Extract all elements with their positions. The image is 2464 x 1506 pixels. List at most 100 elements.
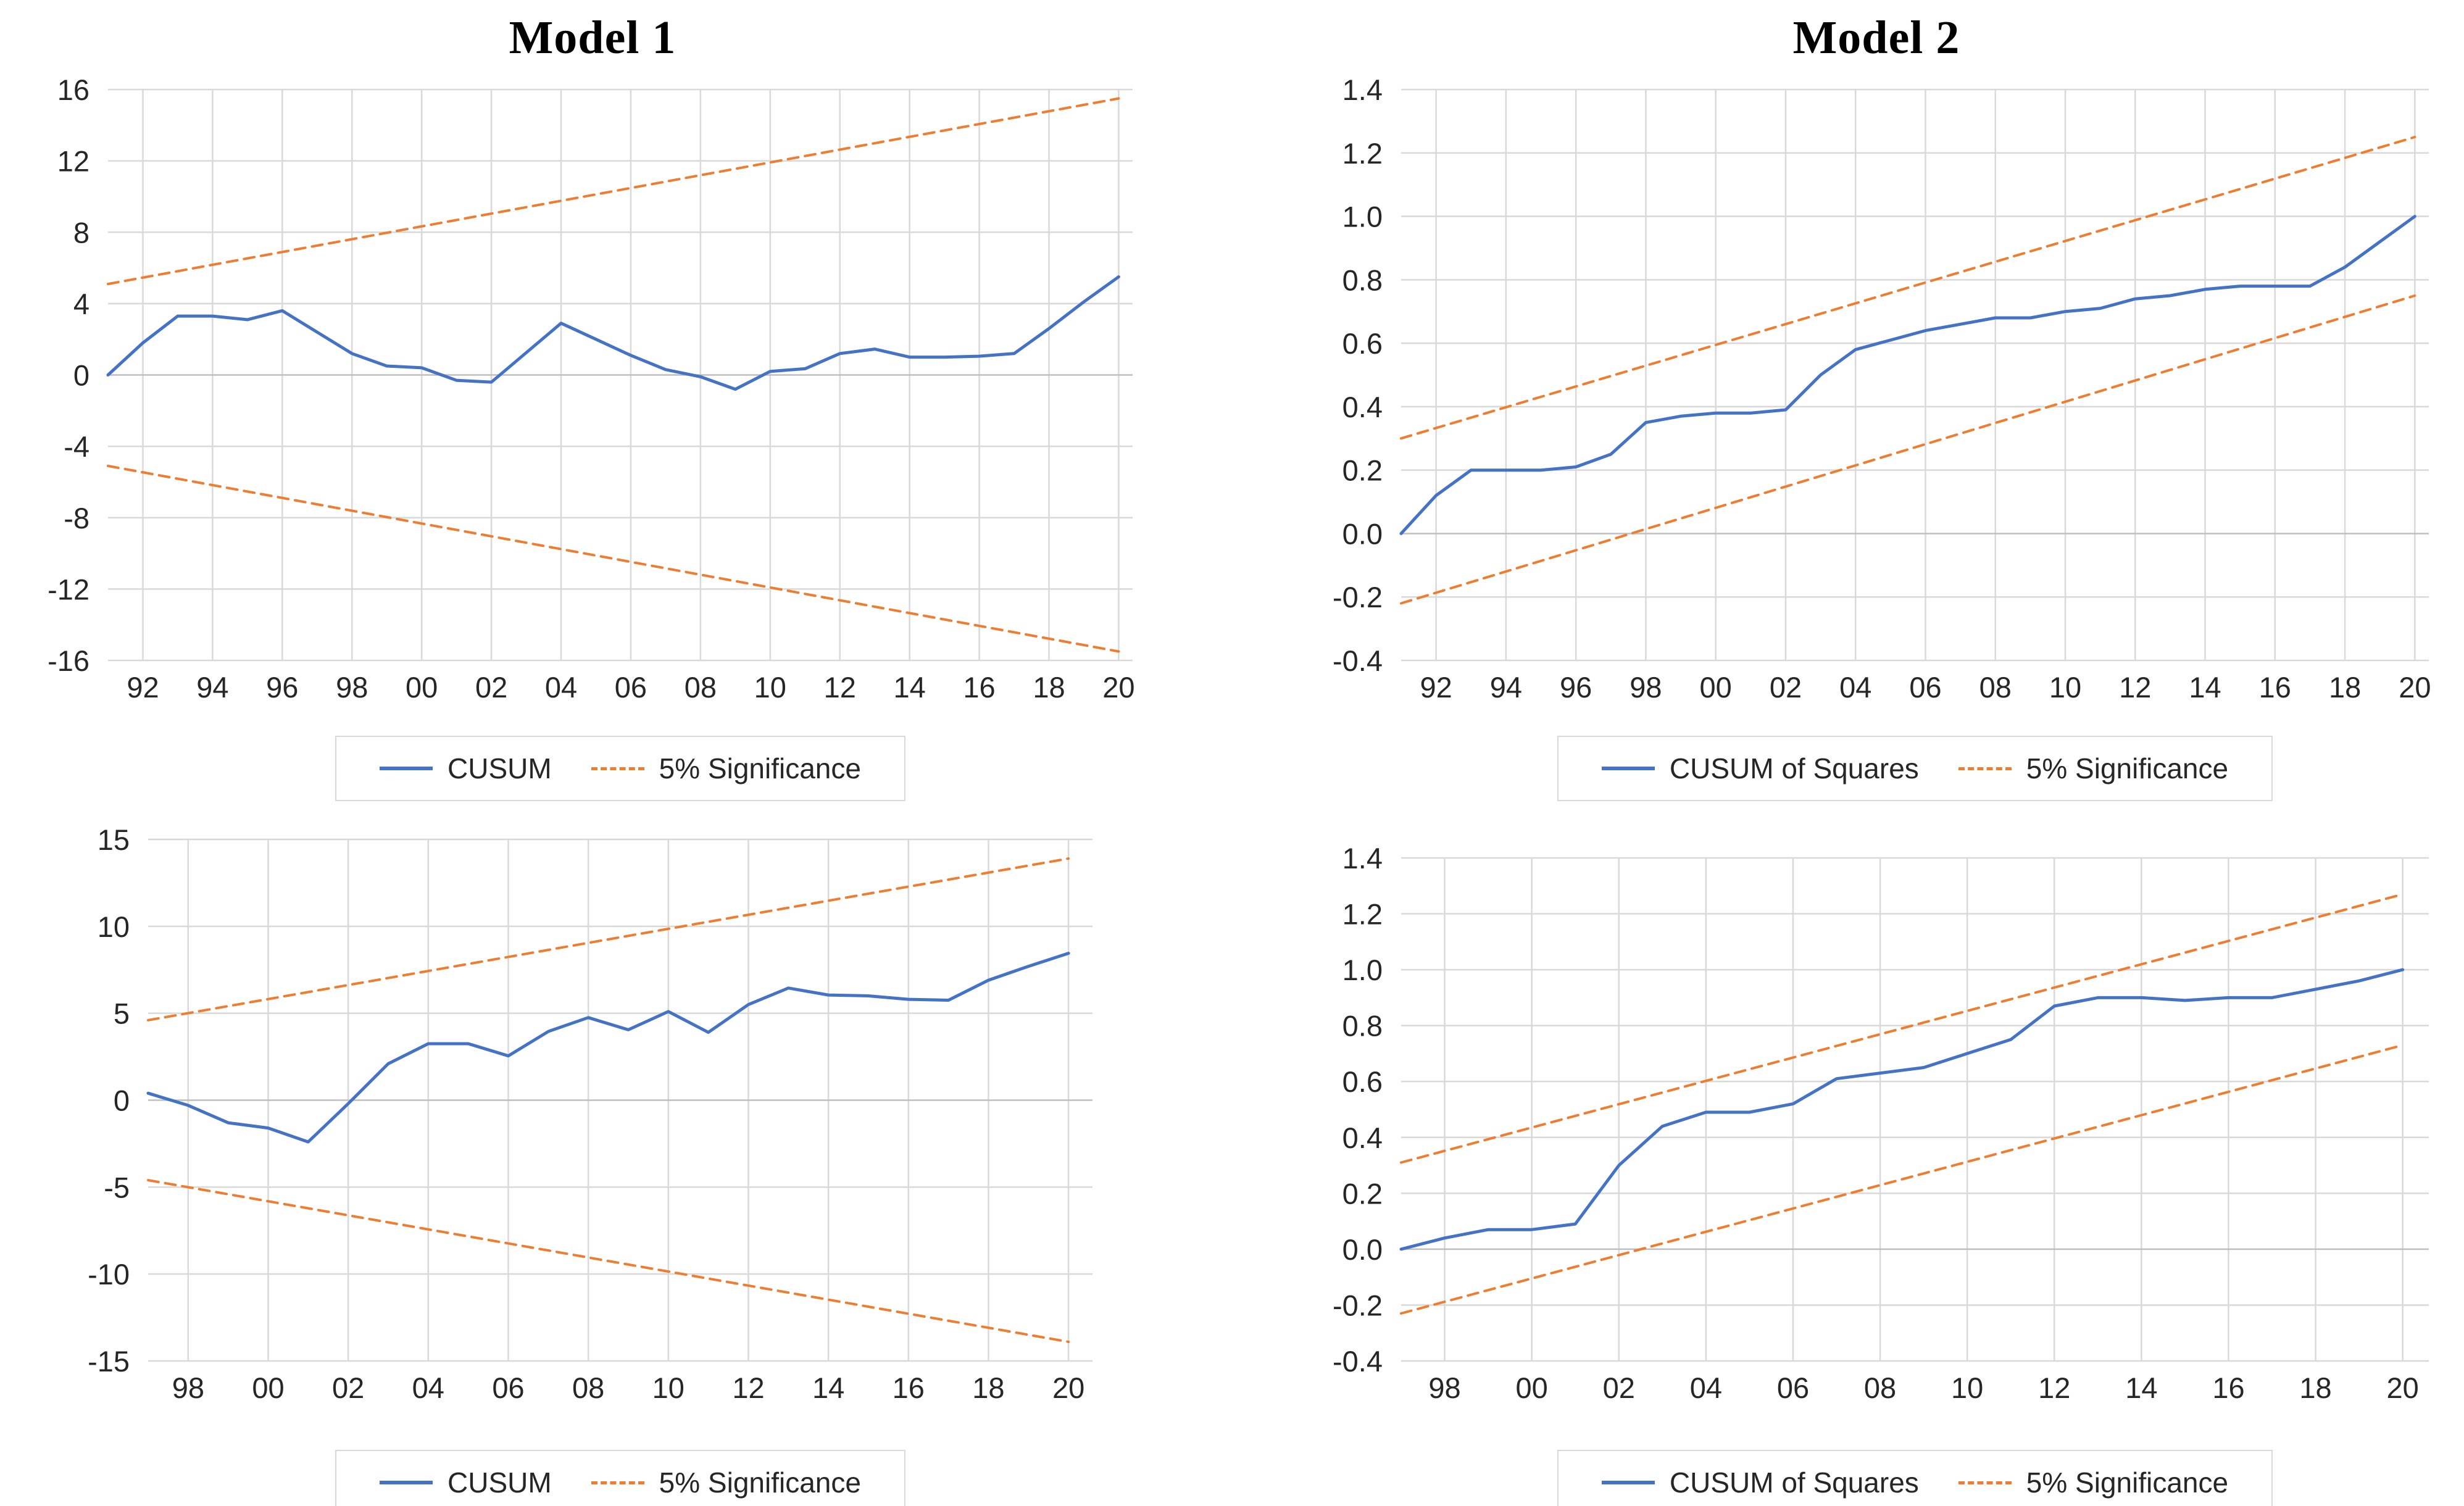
- y-tick-label: 1.0: [1342, 954, 1383, 986]
- x-tick-label: 98: [336, 671, 368, 704]
- y-tick-label: 0.2: [1342, 1177, 1383, 1210]
- cusum-of-squares-line: [1399, 215, 2416, 535]
- x-tick-label: 08: [1979, 671, 2012, 704]
- x-tick-label: 10: [2049, 671, 2081, 704]
- legend-item: CUSUM: [380, 752, 552, 785]
- y-tick-label: -10: [88, 1258, 130, 1291]
- y-gridlines: [1401, 857, 2429, 1362]
- y-tick-label: 15: [98, 823, 130, 856]
- y-tick-label: 1.0: [1342, 201, 1383, 233]
- legend-label: CUSUM: [447, 752, 552, 784]
- legend: CUSUM of Squares 5% Significance: [1557, 1450, 2273, 1506]
- legend-label: 5% Significance: [2026, 752, 2229, 784]
- x-tick-label: 96: [1560, 671, 1592, 704]
- y-tick-label: -0.2: [1333, 581, 1383, 614]
- y-tick-label: 10: [98, 910, 130, 943]
- legend-item: CUSUM of Squares: [1601, 752, 1919, 785]
- y-tick-label: -12: [48, 573, 89, 605]
- x-tick-label: 14: [812, 1371, 844, 1404]
- x-tick-label: 12: [824, 671, 856, 704]
- y-tick-label: 0.0: [1342, 1233, 1383, 1266]
- x-tick-label: 12: [2038, 1371, 2070, 1404]
- legend-label: 5% Significance: [659, 1466, 861, 1499]
- x-tick-label: 06: [615, 671, 647, 704]
- legend-line-sample-solid: [380, 767, 433, 770]
- x-tick-label: 02: [1770, 671, 1802, 704]
- y-gridlines: [148, 838, 1093, 1362]
- y-gridlines: [108, 88, 1133, 662]
- y-tick-label: -5: [104, 1171, 130, 1204]
- significance-lower-line: [147, 1179, 1070, 1343]
- x-tick-label: 92: [1420, 671, 1452, 704]
- chart-model1-cusum-second: 15 10 5 0 -5 -10 -15 98 00 02 04 06 08 10 12 14 16 18 20 C…: [49, 802, 1111, 1506]
- legend: CUSUM 5% Significance: [335, 736, 905, 801]
- x-tick-label: 20: [1102, 671, 1134, 704]
- x-tick-label: 16: [963, 671, 995, 704]
- legend-item: 5% Significance: [591, 1466, 861, 1499]
- x-tick-label: 02: [332, 1371, 364, 1404]
- x-tick-label: 18: [1033, 671, 1065, 704]
- y-tick-label: -15: [88, 1345, 130, 1378]
- y-tick-label: -0.4: [1333, 644, 1383, 677]
- x-tick-label: 98: [1629, 671, 1662, 704]
- x-tick-label: 12: [2119, 671, 2151, 704]
- x-tick-label: 02: [475, 671, 507, 704]
- y-tick-label: 0.0: [1342, 517, 1383, 550]
- legend-item: CUSUM of Squares: [1601, 1466, 1919, 1499]
- y-tick-label: 16: [57, 73, 89, 106]
- model2-cusum-of-squares-legend-row: CUSUM of Squares 5% Significance: [1309, 736, 2444, 801]
- x-tick-label: 06: [1777, 1371, 1809, 1404]
- x-tick-label: 10: [1951, 1371, 1983, 1404]
- x-tick-label: 14: [893, 671, 925, 704]
- legend-label: CUSUM of Squares: [1669, 1466, 1919, 1499]
- x-tick-label: 00: [1700, 671, 1732, 704]
- model2-cusum-of-squares-second-legend-row: CUSUM of Squares 5% Significance: [1309, 1450, 2444, 1506]
- legend: CUSUM of Squares 5% Significance: [1557, 736, 2273, 801]
- x-tick-label: 14: [2189, 671, 2221, 704]
- x-tick-label: 20: [2399, 671, 2431, 704]
- x-tick-label: 16: [2212, 1371, 2244, 1404]
- legend-item: 5% Significance: [1958, 752, 2228, 785]
- model2-cusum-of-squares-plot: 1.4 1.2 1.0 0.8 0.6 0.4 0.2 0.0 -0.2 -0.4 92 94 96 98…: [1333, 73, 2431, 704]
- significance-lower-line: [1400, 1044, 2404, 1315]
- legend-line-sample-solid: [1601, 1481, 1655, 1484]
- y-tick-label: 0: [114, 1084, 130, 1117]
- legend: CUSUM 5% Significance: [335, 1450, 905, 1506]
- x-tick-label: 18: [2299, 1371, 2331, 1404]
- chart-model2-cusum-of-squares-second: 1.4 1.2 1.0 0.8 0.6 0.4 0.2 0.0 -0.2 -0.4 98 00 02 04…: [1309, 802, 2444, 1506]
- model1-cusum-second-legend-row: CUSUM 5% Significance: [49, 1450, 1111, 1506]
- y-tick-label: 1.2: [1342, 898, 1383, 931]
- legend-label: 5% Significance: [2026, 1466, 2229, 1499]
- x-tick-label: 00: [1516, 1371, 1548, 1404]
- legend-line-sample-solid: [380, 1481, 433, 1484]
- y-tick-label: 0.4: [1342, 1121, 1383, 1154]
- y-tick-label: 1.4: [1342, 842, 1383, 875]
- cusum-line: [106, 275, 1120, 391]
- cusum-line: [146, 952, 1070, 1144]
- y-tick-label: -0.4: [1333, 1345, 1383, 1378]
- x-tick-label: 00: [252, 1371, 284, 1404]
- y-tick-label: 0.6: [1342, 327, 1383, 360]
- x-tick-label: 16: [2259, 671, 2291, 704]
- chart-model2-cusum-of-squares: 1.4 1.2 1.0 0.8 0.6 0.4 0.2 0.0 -0.2 -0.4 92 94 96 98…: [1309, 71, 2444, 801]
- significance-lower-line: [1400, 294, 2416, 605]
- x-tick-label: 06: [492, 1371, 524, 1404]
- x-tick-label: 10: [652, 1371, 685, 1404]
- y-tick-label: -16: [48, 644, 89, 677]
- y-tick-labels: 16 12 8 4 0 -4 -8 -12 -16: [48, 73, 89, 677]
- y-tick-label: 0.6: [1342, 1065, 1383, 1098]
- significance-upper-line: [147, 857, 1070, 1021]
- x-tick-label: 08: [572, 1371, 604, 1404]
- cusum-of-squares-line: [1399, 968, 2405, 1251]
- y-tick-label: 0.4: [1342, 391, 1383, 423]
- y-tick-labels: 15 10 5 0 -5 -10 -15: [88, 823, 130, 1378]
- y-tick-label: 0: [73, 359, 89, 392]
- y-tick-label: 1.2: [1342, 137, 1383, 170]
- x-tick-label: 00: [406, 671, 438, 704]
- model1-cusum-legend-row: CUSUM 5% Significance: [37, 736, 1148, 801]
- x-tick-label: 06: [1909, 671, 1941, 704]
- y-tick-label: 0.8: [1342, 1010, 1383, 1042]
- y-tick-label: 8: [73, 216, 89, 249]
